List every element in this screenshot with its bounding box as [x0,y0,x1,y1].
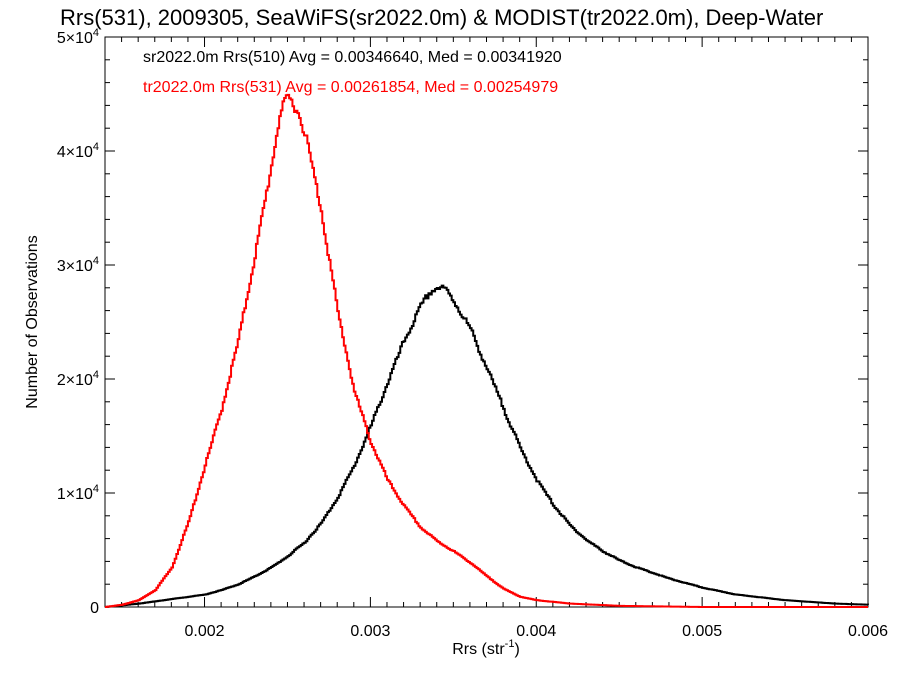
x-tick-label: 0.005 [682,623,722,640]
x-axis: 0.002 0.003 0.004 0.005 0.006 [121,37,888,640]
series-line-1 [105,93,868,608]
x-tick-label: 0.004 [516,623,556,640]
y-axis-label: Number of Observations [24,235,41,408]
y-axis: 0 1×104 2×104 3×104 4×104 5×104 [57,27,868,617]
y-tick-label: 2×104 [57,369,99,389]
chart-title: Rrs(531), 2009305, SeaWiFS(sr2022.0m) & … [60,5,823,30]
x-axis-label: Rrs (str-1) [452,638,520,658]
y-tick-label: 3×104 [57,255,99,275]
legend-entry-sr2022: sr2022.0m Rrs(510) Avg = 0.00346640, Med… [143,49,562,66]
x-tick-label: 0.003 [350,623,390,640]
legend-entry-tr2022: tr2022.0m Rrs(531) Avg = 0.00261854, Med… [143,79,558,96]
y-tick-label: 5×104 [57,27,99,47]
y-tick-label: 0 [90,600,99,617]
plot-frame [104,36,869,608]
series-lines [105,93,869,608]
legend: sr2022.0m Rrs(510) Avg = 0.00346640, Med… [143,49,562,96]
y-tick-label: 4×104 [57,141,99,161]
y-tick-label: 1×104 [57,483,99,503]
series-line-0 [105,284,869,608]
x-tick-label: 0.006 [848,623,888,640]
x-tick-label: 0.002 [184,623,224,640]
